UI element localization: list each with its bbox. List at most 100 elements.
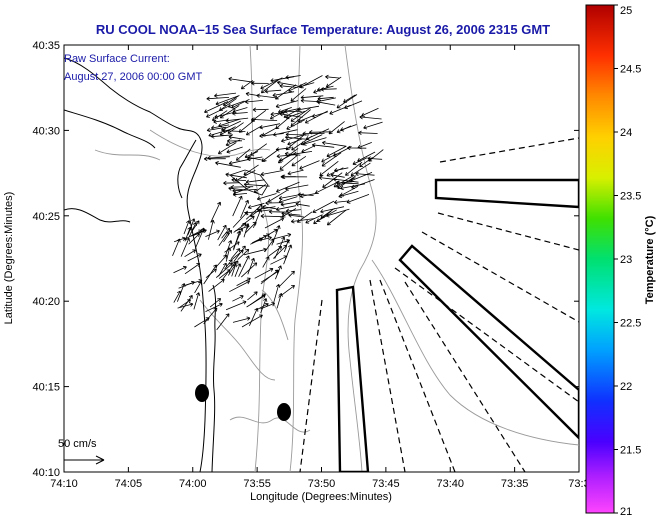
current-vector bbox=[264, 217, 285, 229]
current-vector bbox=[326, 167, 344, 177]
current-vector bbox=[322, 140, 347, 147]
scale-arrow bbox=[64, 455, 105, 465]
current-vector bbox=[279, 270, 295, 287]
current-vector bbox=[275, 265, 282, 280]
current-vector bbox=[277, 80, 298, 87]
current-vector bbox=[251, 81, 269, 86]
current-vector bbox=[299, 75, 323, 89]
current-vector bbox=[204, 101, 229, 114]
current-vector bbox=[326, 146, 347, 158]
y-tick-label: 40:20 bbox=[32, 296, 60, 308]
current-vector bbox=[231, 177, 247, 183]
current-vector bbox=[249, 293, 266, 306]
current-vector bbox=[183, 220, 191, 235]
marker-blob-2 bbox=[277, 403, 291, 421]
current-vector bbox=[215, 262, 233, 278]
current-vector bbox=[302, 137, 327, 146]
y-axis-label: Latitude (Degrees:Minutes) bbox=[3, 192, 15, 325]
colorbar-tick-label: 25 bbox=[620, 5, 632, 17]
current-vector bbox=[232, 195, 243, 217]
colorbar-tick-label: 24 bbox=[620, 127, 632, 139]
current-vector bbox=[240, 80, 254, 90]
x-axis-label: Longitude (Degrees:Minutes) bbox=[250, 491, 392, 503]
current-vector bbox=[247, 257, 255, 275]
current-vector bbox=[231, 98, 250, 109]
current-vector bbox=[177, 283, 186, 302]
current-vector bbox=[325, 74, 340, 80]
current-vector bbox=[279, 83, 298, 89]
current-vector bbox=[173, 236, 186, 243]
current-vector bbox=[287, 169, 304, 176]
current-vector bbox=[226, 146, 243, 154]
current-vector bbox=[280, 174, 296, 179]
current-vector bbox=[316, 100, 336, 106]
y-tick-label: 40:15 bbox=[32, 382, 60, 394]
current-vector bbox=[232, 192, 248, 197]
current-vector bbox=[228, 158, 250, 166]
current-vector bbox=[235, 148, 251, 161]
current-vector bbox=[290, 107, 312, 122]
current-vector bbox=[336, 125, 352, 134]
current-vector bbox=[285, 208, 301, 214]
colorbar-tick-label: 22 bbox=[620, 381, 632, 393]
current-vector bbox=[299, 160, 320, 170]
colorbar-tick-label: 21 bbox=[620, 506, 632, 518]
current-vector bbox=[290, 88, 307, 102]
current-vector bbox=[312, 111, 328, 118]
current-vector bbox=[243, 164, 259, 176]
current-vector bbox=[329, 104, 351, 115]
current-vector bbox=[288, 213, 304, 218]
x-tick-label: 73:3 bbox=[568, 478, 589, 490]
current-vector bbox=[215, 95, 240, 106]
current-vector bbox=[300, 98, 319, 103]
current-vector bbox=[215, 161, 241, 168]
current-vector bbox=[260, 78, 280, 94]
current-vector bbox=[291, 155, 307, 167]
current-vector bbox=[237, 248, 250, 260]
current-vector bbox=[280, 201, 301, 207]
current-vector bbox=[259, 133, 284, 139]
current-vector bbox=[359, 115, 382, 120]
current-vector bbox=[191, 228, 207, 237]
colorbar-tick-label: 21.5 bbox=[620, 445, 641, 457]
current-vector bbox=[295, 202, 310, 207]
x-tick-label: 73:55 bbox=[243, 478, 271, 490]
current-vector bbox=[357, 142, 372, 149]
current-vector bbox=[227, 260, 239, 276]
current-vectors bbox=[172, 74, 384, 331]
colorbar bbox=[585, 4, 615, 514]
current-vector bbox=[217, 142, 237, 155]
current-vector bbox=[355, 171, 375, 177]
current-vector bbox=[273, 244, 288, 259]
current-vector bbox=[232, 211, 248, 228]
current-vector bbox=[210, 201, 222, 223]
current-vector bbox=[247, 155, 267, 162]
current-vector bbox=[260, 302, 276, 310]
current-vector bbox=[205, 302, 223, 312]
current-vector bbox=[243, 247, 267, 256]
current-vector bbox=[224, 259, 233, 270]
current-vector bbox=[271, 225, 281, 246]
current-vector bbox=[243, 223, 250, 238]
current-vector bbox=[285, 184, 309, 191]
current-vector bbox=[305, 214, 323, 224]
current-vector bbox=[260, 213, 283, 219]
current-vector bbox=[260, 269, 279, 285]
current-vector bbox=[252, 107, 269, 112]
current-vector bbox=[245, 125, 263, 136]
current-vector bbox=[218, 269, 231, 279]
current-vector bbox=[217, 224, 227, 241]
current-vector bbox=[247, 202, 265, 210]
current-vector bbox=[312, 200, 335, 214]
x-tick-label: 73:50 bbox=[308, 478, 336, 490]
radar-beams bbox=[299, 137, 579, 472]
current-vector bbox=[260, 170, 284, 177]
current-vector bbox=[215, 254, 228, 268]
current-vector bbox=[233, 222, 247, 233]
current-vector bbox=[319, 160, 339, 177]
current-vector bbox=[286, 119, 305, 130]
current-vector bbox=[287, 138, 303, 146]
current-vector bbox=[184, 249, 197, 258]
current-vector bbox=[352, 157, 368, 166]
current-vector bbox=[214, 92, 237, 98]
